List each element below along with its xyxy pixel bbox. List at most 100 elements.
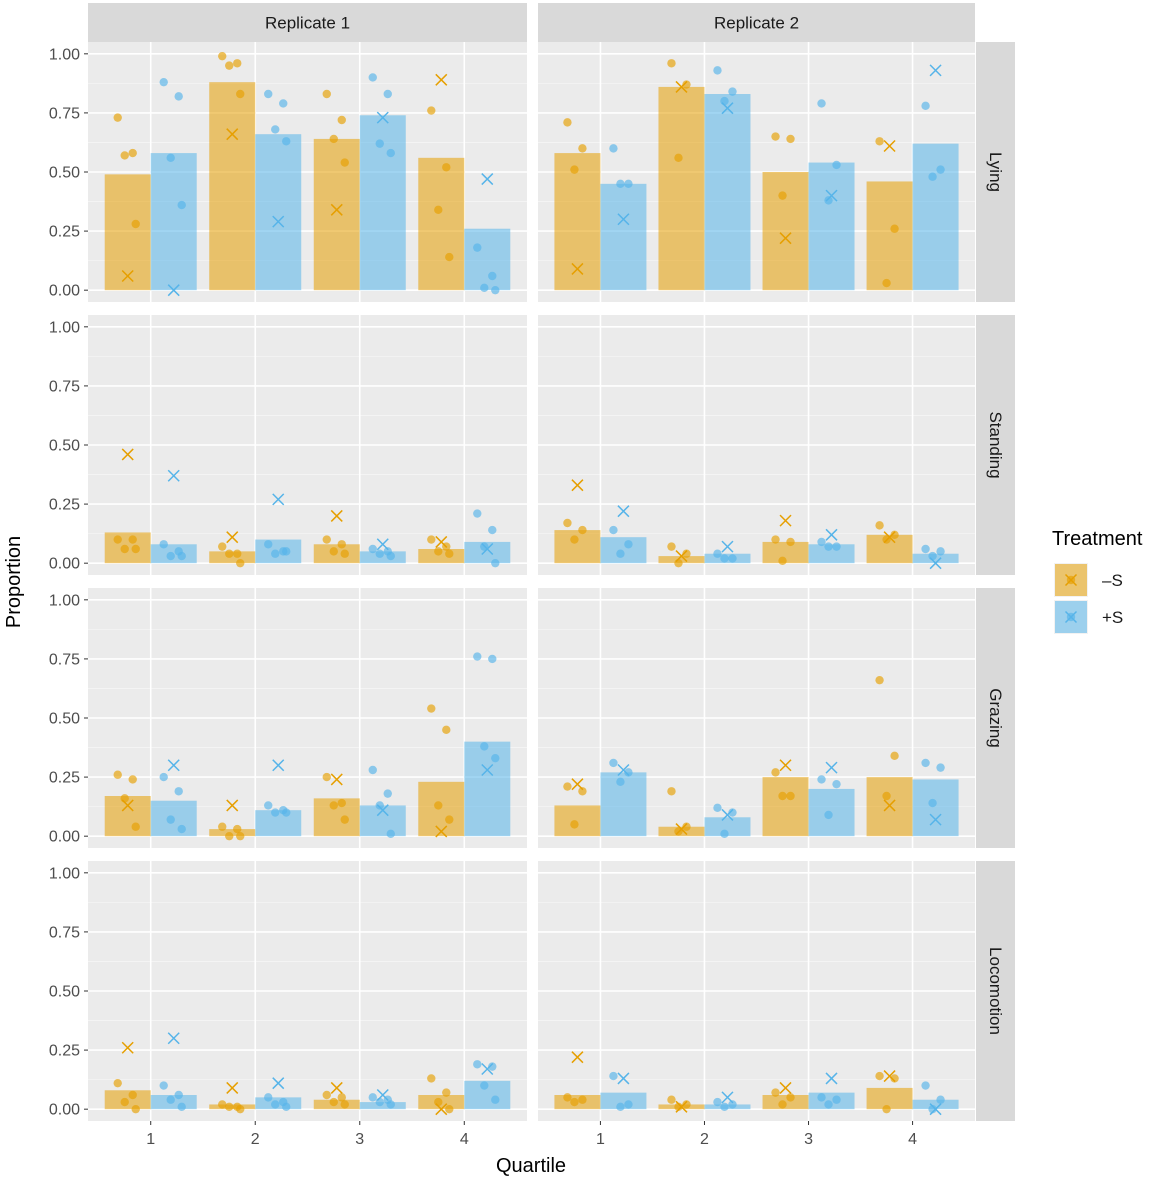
row-strip (976, 42, 1015, 302)
bar (762, 777, 809, 837)
cross-marker (571, 262, 584, 275)
data-point (427, 106, 436, 115)
bar (762, 541, 809, 564)
cross-marker (167, 284, 180, 297)
data-point (434, 547, 443, 556)
data-point (720, 96, 729, 106)
data-point (264, 801, 273, 810)
data-point (832, 542, 841, 551)
data-point (131, 219, 140, 229)
data-point (445, 252, 454, 262)
data-point (817, 99, 826, 108)
cross-marker (376, 804, 389, 817)
data-point (921, 758, 930, 768)
data-point (786, 134, 795, 144)
cross-marker (435, 535, 448, 548)
data-point (875, 1071, 884, 1081)
data-point (824, 196, 833, 205)
data-point (771, 535, 780, 544)
data-point (322, 772, 331, 782)
column-strip (538, 3, 975, 42)
data-point (778, 556, 787, 566)
bar (104, 174, 151, 291)
cross-marker (272, 215, 285, 228)
data-point (882, 791, 891, 801)
data-point (890, 530, 899, 540)
data-point (386, 148, 395, 158)
cross-marker (721, 1091, 734, 1104)
data-point (368, 73, 377, 82)
cross-marker (721, 102, 734, 115)
data-point (282, 547, 291, 556)
cross-marker (121, 1041, 134, 1054)
data-point (383, 789, 392, 798)
data-point (778, 191, 787, 200)
data-point (491, 558, 500, 568)
data-point (233, 549, 242, 558)
bar (762, 172, 809, 291)
bar (600, 183, 647, 291)
data-point (120, 151, 129, 160)
cross-marker (929, 64, 942, 77)
y-tick-label: 0.00 (49, 1102, 80, 1119)
data-point (329, 547, 338, 556)
data-point (667, 787, 676, 796)
data-point (218, 822, 227, 831)
data-point (375, 139, 384, 148)
data-point (120, 1097, 129, 1107)
y-tick-label: 0.25 (49, 1043, 80, 1060)
bar (912, 1099, 959, 1110)
data-point (174, 787, 183, 796)
data-point (936, 165, 945, 174)
cross-marker (481, 173, 494, 186)
data-point (713, 66, 722, 75)
data-point (473, 652, 482, 661)
cross-marker (481, 763, 494, 777)
data-point (113, 1078, 122, 1088)
cross-marker (825, 528, 838, 541)
bar (418, 781, 465, 837)
x-tick-label: 3 (355, 1131, 364, 1148)
data-point (890, 1074, 899, 1083)
facet-strips: Replicate 1 Replicate 2 Lying Standing Grazi… (88, 3, 1015, 1121)
data-point (166, 1095, 175, 1104)
y-tick-label: 1.00 (49, 319, 80, 336)
data-point (936, 763, 945, 772)
data-point (720, 554, 729, 563)
cross-marker (779, 1081, 792, 1094)
data-point (667, 1095, 676, 1104)
data-point (386, 1100, 395, 1109)
data-point (817, 1093, 826, 1102)
data-point (383, 89, 392, 99)
y-tick-label: 0.25 (49, 497, 80, 514)
x-axis-title: Quartile (496, 1155, 566, 1177)
cross-marker (617, 505, 630, 518)
y-tick-label: 0.75 (49, 378, 80, 395)
cross-marker (435, 73, 448, 86)
data-point (264, 1093, 273, 1102)
row-strip-label: Locomotion (986, 947, 1005, 1035)
cross-marker (675, 1100, 688, 1113)
cross-marker (330, 509, 343, 522)
bar (209, 551, 256, 564)
data-point (225, 61, 234, 70)
data-point (824, 542, 833, 551)
data-point (340, 815, 349, 824)
data-point (271, 1100, 280, 1109)
cross-marker (571, 479, 584, 492)
facet-panel (88, 42, 527, 302)
cross-marker (617, 213, 630, 226)
cross-marker (330, 203, 343, 216)
bar (464, 541, 511, 564)
data-point (427, 535, 436, 544)
data-point (236, 89, 245, 99)
y-tick-label: 0.75 (49, 651, 80, 668)
data-point (616, 179, 625, 189)
data-point (128, 148, 137, 158)
data-point (786, 537, 795, 547)
data-point (166, 815, 175, 824)
y-tick-label: 0.50 (49, 438, 80, 455)
y-tick-label: 0.75 (49, 924, 80, 941)
data-point (616, 777, 625, 787)
facet-panel (538, 861, 975, 1121)
